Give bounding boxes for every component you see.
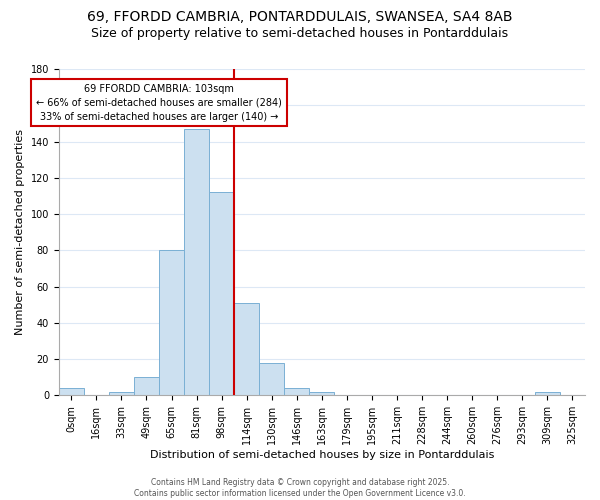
Text: 69, FFORDD CAMBRIA, PONTARDDULAIS, SWANSEA, SA4 8AB: 69, FFORDD CAMBRIA, PONTARDDULAIS, SWANS… [87, 10, 513, 24]
Bar [284, 388, 310, 396]
Bar [59, 388, 84, 396]
Bar [259, 362, 284, 396]
Bar [109, 392, 134, 396]
Text: 69 FFORDD CAMBRIA: 103sqm
← 66% of semi-detached houses are smaller (284)
33% of: 69 FFORDD CAMBRIA: 103sqm ← 66% of semi-… [36, 84, 282, 122]
Bar [134, 377, 159, 396]
Text: Contains HM Land Registry data © Crown copyright and database right 2025.
Contai: Contains HM Land Registry data © Crown c… [134, 478, 466, 498]
Bar [184, 129, 209, 396]
Bar [234, 303, 259, 396]
Bar [159, 250, 184, 396]
Bar [535, 392, 560, 396]
Text: Size of property relative to semi-detached houses in Pontarddulais: Size of property relative to semi-detach… [91, 28, 509, 40]
Y-axis label: Number of semi-detached properties: Number of semi-detached properties [15, 129, 25, 335]
X-axis label: Distribution of semi-detached houses by size in Pontarddulais: Distribution of semi-detached houses by … [150, 450, 494, 460]
Bar [310, 392, 334, 396]
Bar [209, 192, 234, 396]
